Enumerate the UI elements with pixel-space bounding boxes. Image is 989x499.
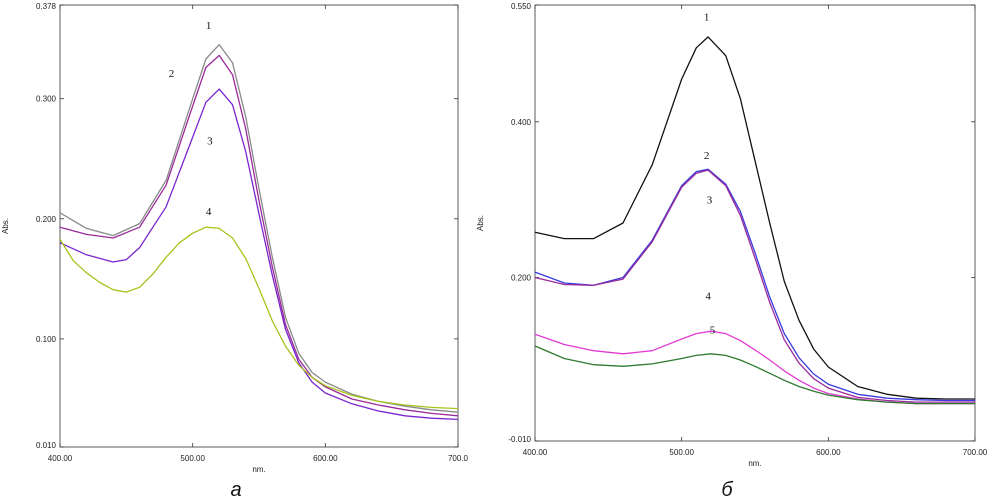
panel-2-y-axis-label: Abs.: [476, 215, 485, 231]
panel-1-panel-label: а: [230, 479, 241, 499]
panel-2-series-3-label: 3: [707, 195, 713, 207]
panel-2-x-tick-label: 400.00: [523, 448, 548, 457]
panel-1-y-tick-label: 0.100: [36, 335, 57, 344]
panel-1-x-tick-label: 500.00: [180, 454, 205, 463]
panel-1-series-2-line: [59, 54, 459, 417]
panel-2-series-4-line: [534, 330, 975, 405]
panel-2-x-tick-label: 500.00: [669, 448, 694, 457]
panel-2-plot-frame: [534, 4, 976, 442]
panel-1-x-tick-label: 700.0: [448, 454, 469, 463]
panel-2-x-tick-label: 600.00: [816, 448, 841, 457]
panel-1-series-4-line: [59, 226, 459, 410]
panel-2-y-tick-label: 0.400: [511, 118, 532, 127]
panel-2-series-5-line: [534, 345, 975, 405]
panel-1-series-2-label: 2: [169, 68, 175, 80]
panel-2-series-1-line: [534, 36, 975, 400]
panel-1-x-axis-label: nm.: [252, 465, 265, 474]
panel-2-y-tick-label: -0.010: [508, 435, 531, 444]
panel-2-x-tick-label: 700.00: [963, 448, 988, 457]
panel-1-y-tick-label: 0.378: [36, 2, 57, 11]
panel-1-x-tick-label: 400.00: [48, 454, 73, 463]
panel-2-x-axis-label: nm.: [748, 459, 761, 468]
panel-1-y-tick-label: 0.200: [36, 215, 57, 224]
panel-1-series-3-line: [59, 88, 459, 421]
panel-2-y-tick-label: 0.550: [511, 2, 532, 11]
panel-2-series-1-label: 1: [704, 12, 710, 24]
panel-2-y-tick-label: 0.200: [511, 274, 532, 283]
panel-2-panel-label: б: [721, 479, 733, 499]
panel-1-series-1-line: [59, 43, 459, 413]
panel-1-series-1-label: 1: [206, 20, 212, 32]
panel-2-series-3-line: [534, 169, 975, 403]
panel-1-plot-frame: [59, 4, 459, 448]
panel-1-x-tick-label: 600.00: [313, 454, 338, 463]
panel-1-y-axis-label: Abs.: [1, 218, 10, 234]
panel-2-series-4-label: 4: [705, 290, 711, 302]
panel-2-series-2-label: 2: [704, 150, 710, 162]
panel-1-y-tick-label: 0.010: [36, 441, 57, 450]
panel-1-series-4-label: 4: [206, 206, 212, 218]
panel-1-series-3-label: 3: [207, 135, 213, 147]
panel-2-series-2-line: [534, 168, 975, 402]
panel-2-series-5-label: 5: [710, 325, 716, 337]
panel-1-y-tick-label: 0.300: [36, 95, 57, 104]
